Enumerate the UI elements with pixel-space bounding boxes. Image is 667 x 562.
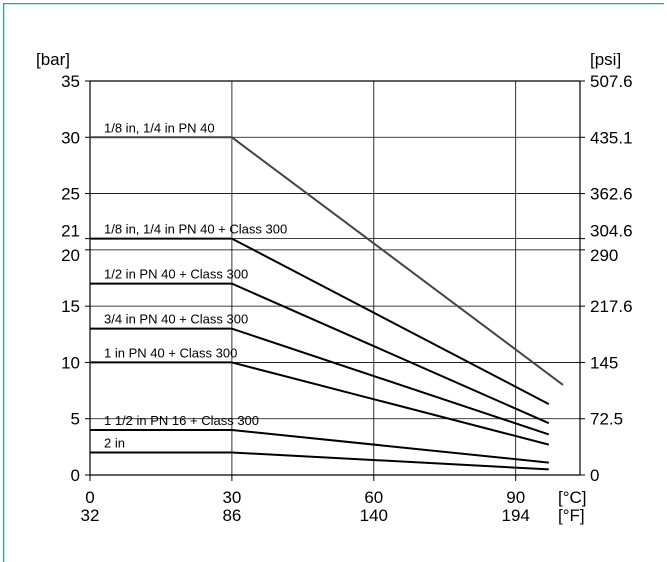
figure-frame: [bar] [psi] [°C] [°F] 0 5 10 15 20 21 25 30 35 0 7… [3,3,664,562]
series-line [90,327,550,436]
right-tick-label: 507.6 [590,72,633,91]
left-tick-label: 25 [61,185,80,204]
right-tick-label: 217.6 [590,297,633,316]
series-label: 1/2 in PN 40 + Class 300 [104,267,248,282]
left-tick-label: 30 [61,128,80,147]
series-label: 2 in [104,435,125,450]
x-tick-label-celsius: 30 [222,488,241,507]
series-label: 1 1/2 in PN 16 + Class 300 [104,413,259,428]
x-tick-label-celsius: 0 [85,488,94,507]
x-tick-label-fahrenheit: 86 [222,506,241,525]
left-tick-label: 15 [61,297,80,316]
left-tick-label: 35 [61,72,80,91]
axes [85,80,585,481]
series-line [90,237,550,405]
series-line [90,428,549,464]
labels: [bar] [psi] [°C] [°F] 0 5 10 15 20 21 25 30 35 0 7… [36,50,633,525]
pressure-temperature-chart: [bar] [psi] [°C] [°F] 0 5 10 15 20 21 25 30 35 0 7… [3,3,664,562]
right-tick-label: 0 [590,466,599,485]
left-tick-label: 0 [71,466,80,485]
series-lines [90,136,564,471]
right-tick-label: 290 [590,246,618,265]
series-label: 1 in PN 40 + Class 300 [104,345,237,360]
x-unit-fahrenheit: [°F] [558,506,585,525]
left-tick-label: 10 [61,353,80,372]
x-tick-label-fahrenheit: 194 [502,506,530,525]
right-tick-label: 435.1 [590,128,633,147]
left-tick-label: 20 [61,246,80,265]
series-line [90,451,549,471]
x-tick-label-celsius: 90 [506,488,525,507]
left-tick-label: 5 [71,410,80,429]
left-unit-label: [bar] [36,50,70,69]
x-tick-label-celsius: 60 [364,488,383,507]
right-tick-label: 304.6 [590,222,633,241]
right-tick-label: 145 [590,353,618,372]
series-label: 1/8 in, 1/4 in PN 40 [104,120,215,135]
right-unit-label: [psi] [590,50,621,69]
right-tick-label: 72.5 [590,410,623,429]
series-line [90,282,550,425]
x-unit-celsius: [°C] [558,488,587,507]
x-tick-label-fahrenheit: 140 [360,506,388,525]
series-label: 1/8 in, 1/4 in PN 40 + Class 300 [104,222,287,237]
left-tick-label: 21 [61,222,80,241]
series-line [90,361,550,446]
right-tick-label: 362.6 [590,185,633,204]
series-label: 3/4 in PN 40 + Class 300 [104,312,248,327]
x-tick-label-fahrenheit: 32 [81,506,100,525]
series-line [90,136,564,386]
